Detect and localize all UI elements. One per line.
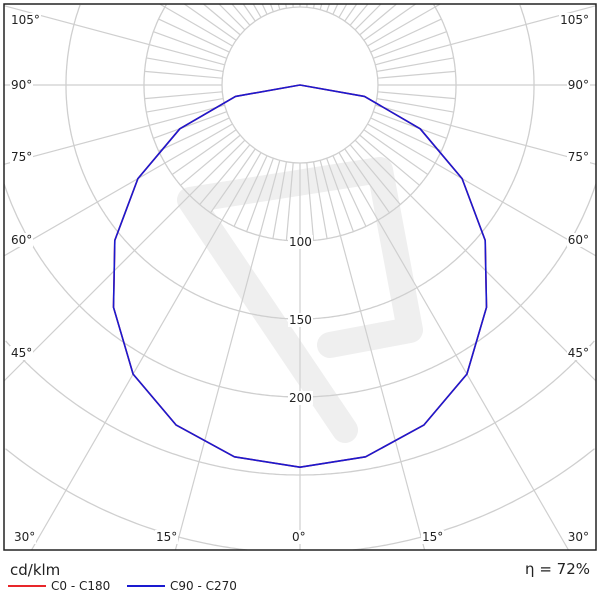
grid-ray: [344, 3, 358, 22]
grid-ray: [252, 3, 262, 18]
angle-label-left-105: 105°: [10, 13, 41, 27]
grid-ray: [146, 57, 224, 73]
grid-ray: [319, 3, 323, 10]
grid-ray: [344, 148, 390, 214]
grid-ray: [246, 158, 274, 232]
grid-ray: [146, 97, 224, 113]
grid-ray: [312, 161, 328, 239]
grid-ray: [174, 160, 281, 551]
legend-label: C0 - C180: [51, 579, 111, 593]
grid-ray: [319, 160, 426, 551]
legend-swatch-blue: [127, 585, 165, 587]
grid-ray: [373, 31, 447, 59]
grid-ray: [326, 158, 354, 232]
radial-label-100: 100: [288, 235, 313, 249]
grid-ray: [153, 111, 227, 139]
angle-label-bottom-15-right: 15°: [421, 530, 445, 544]
series-curve-c90-c270: [112, 84, 488, 468]
grid-ray: [349, 3, 369, 26]
grid-ray: [332, 3, 339, 15]
grid-ray: [171, 129, 237, 175]
grid-ray: [377, 91, 456, 100]
grid-ray: [306, 162, 315, 241]
legend-label: C90 - C270: [170, 579, 237, 593]
watermark-logo: [177, 157, 423, 443]
grid-ray: [363, 3, 417, 41]
grid-ray: [242, 3, 256, 22]
angle-label-left-30: 30°: [13, 530, 37, 544]
angle-label-right-60: 60°: [566, 233, 590, 247]
grid-ray: [354, 3, 382, 31]
grid-ray: [285, 162, 294, 241]
grid-ray: [354, 139, 597, 382]
grid-ray: [367, 3, 441, 47]
grid-ray: [158, 18, 230, 53]
grid-ring-100: [143, 4, 457, 242]
grid-ring-250: [5, 340, 595, 476]
grid-ray: [375, 104, 597, 165]
grid-ray: [180, 134, 241, 186]
grid-ray: [218, 3, 246, 31]
grid-ray: [144, 91, 223, 100]
legend-item-c0-c180: C0 - C180: [8, 579, 110, 593]
radial-label-200: 200: [288, 391, 313, 405]
grid-ray: [183, 3, 237, 41]
grid-ray: [144, 70, 223, 79]
radial-label-150: 150: [288, 313, 313, 327]
grid-ray: [199, 144, 251, 205]
angle-label-bottom-0: 0°: [291, 530, 307, 544]
efficiency-label: η = 72%: [525, 560, 590, 578]
grid-ray: [349, 144, 401, 205]
legend-item-c90-c270: C90 - C270: [127, 579, 237, 593]
angle-label-right-75: 75°: [566, 150, 590, 164]
angle-label-left-45: 45°: [10, 346, 34, 360]
grid-ray: [261, 3, 268, 15]
grid-ray: [376, 97, 454, 113]
angle-label-right-105: 105°: [559, 13, 590, 27]
grid-ring-150: [65, 4, 535, 320]
grid-ray: [359, 134, 420, 186]
grid-ray: [269, 3, 274, 12]
grid-ray: [277, 3, 281, 10]
angle-label-right-45: 45°: [566, 346, 590, 360]
grid-ray: [158, 117, 230, 152]
grid-ray: [338, 3, 348, 18]
angle-label-right-90: 90°: [566, 78, 590, 92]
grid-ray: [272, 161, 288, 239]
grid-ray: [210, 148, 256, 214]
grid-ray: [326, 3, 331, 12]
grid-ray: [359, 3, 397, 36]
grid-ray: [3, 139, 246, 382]
unit-label: cd/klm: [10, 561, 61, 579]
grid-ray: [153, 31, 227, 59]
angle-label-left-60: 60°: [10, 233, 34, 247]
grid-ray: [231, 3, 251, 26]
grid-ray: [233, 155, 268, 227]
grid-ray: [370, 18, 442, 53]
legend-swatch-red: [8, 585, 46, 587]
angle-label-bottom-15-left: 15°: [155, 530, 179, 544]
angle-label-right-30: 30°: [566, 530, 590, 544]
grid-ray: [3, 123, 233, 257]
grid-ray: [3, 104, 225, 165]
grid-ray: [370, 117, 442, 152]
grid-ring-300: [5, 448, 595, 551]
grid-ray: [203, 3, 241, 36]
grid-ray: [376, 57, 454, 73]
grid-ray: [367, 123, 597, 257]
grid-ray: [159, 3, 233, 47]
grid-ray: [373, 111, 447, 139]
grid-ray: [338, 152, 569, 551]
grid-ray: [363, 129, 429, 175]
grid-ray: [332, 155, 367, 227]
grid-ray: [31, 152, 262, 551]
angle-label-left-90: 90°: [10, 78, 34, 92]
plot-frame: [3, 3, 597, 551]
angle-label-left-75: 75°: [10, 150, 34, 164]
grid-ray: [377, 70, 456, 79]
